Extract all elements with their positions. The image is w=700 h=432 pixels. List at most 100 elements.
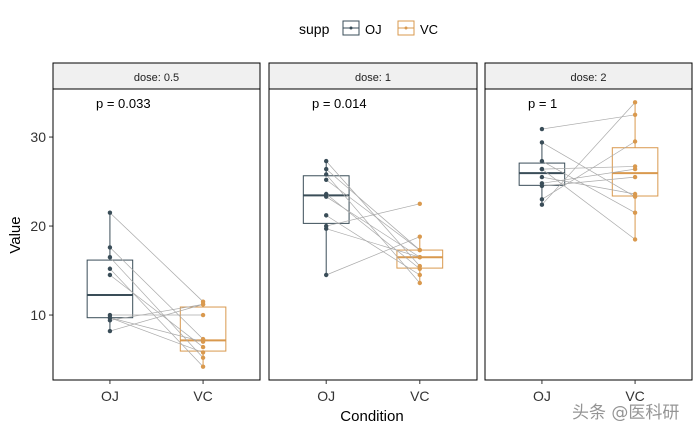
- data-point-VC: [200, 312, 206, 318]
- pair-line: [109, 317, 204, 353]
- pair-line: [109, 304, 204, 321]
- panel-border: [52, 88, 261, 381]
- pair-line: [325, 179, 421, 251]
- x-tick-label: OJ: [101, 388, 119, 404]
- p-value-label: p = 1: [528, 96, 557, 111]
- pair-line: [109, 317, 204, 343]
- data-point-OJ: [324, 166, 329, 172]
- pair-line: [109, 256, 204, 358]
- data-point-OJ: [324, 172, 329, 177]
- pair-line: [325, 160, 421, 267]
- data-point-VC: [417, 247, 422, 253]
- panel-border: [268, 88, 478, 381]
- facet-strip: [268, 62, 478, 90]
- x-tick-label: VC: [625, 388, 644, 404]
- data-point-OJ: [107, 315, 113, 320]
- x-tick-label: VC: [193, 388, 212, 404]
- pair-line: [109, 212, 204, 302]
- data-point-OJ: [324, 223, 329, 229]
- pair-line: [325, 168, 421, 251]
- data-point-VC: [200, 355, 206, 360]
- data-point-VC: [200, 350, 206, 355]
- facet-strip-label: dose: 1: [355, 72, 391, 84]
- data-point-OJ: [107, 254, 113, 260]
- pair-line: [541, 102, 636, 205]
- data-point-VC: [417, 254, 422, 260]
- x-tick-label: VC: [410, 388, 429, 404]
- y-tick-label: 10: [30, 307, 46, 323]
- facet-1: [268, 62, 478, 381]
- data-point-VC: [632, 194, 638, 199]
- data-point-VC: [632, 174, 638, 180]
- pair-line: [541, 176, 636, 195]
- legend-label-VC: VC: [420, 22, 438, 37]
- data-point-VC: [632, 210, 638, 215]
- data-point-OJ: [539, 140, 545, 145]
- data-point-VC: [417, 272, 422, 278]
- p-value-label: p = 0.033: [96, 96, 151, 111]
- pair-line: [541, 166, 636, 170]
- pair-line: [541, 114, 636, 130]
- data-point-OJ: [539, 181, 545, 186]
- facet-2: [484, 62, 693, 381]
- data-point-OJ: [539, 174, 545, 180]
- data-point-OJ: [539, 202, 545, 207]
- facet-strip: [484, 62, 693, 90]
- y-tick-label: 20: [30, 218, 46, 234]
- pair-line: [109, 247, 204, 340]
- pair-line: [326, 215, 420, 276]
- x-axis-label: Condition: [340, 408, 403, 425]
- pair-line: [541, 176, 636, 187]
- data-point-VC: [200, 364, 206, 369]
- data-point-VC: [417, 280, 422, 286]
- data-point-OJ: [539, 126, 545, 132]
- legend-title: supp: [299, 21, 330, 37]
- y-axis-label: Value: [7, 216, 24, 253]
- watermark: 头条 @医科研: [572, 403, 680, 423]
- data-point-OJ: [107, 272, 113, 278]
- data-point-VC: [200, 344, 206, 350]
- data-point-VC: [632, 164, 638, 169]
- pair-line: [109, 304, 204, 332]
- data-point-OJ: [539, 166, 545, 172]
- data-point-OJ: [324, 158, 329, 164]
- data-point-OJ: [324, 191, 329, 197]
- pair-line: [541, 160, 636, 214]
- data-point-VC: [632, 237, 638, 242]
- data-point-VC: [632, 100, 638, 105]
- data-point-OJ: [107, 266, 113, 271]
- data-point-VC: [200, 302, 206, 307]
- data-point-VC: [417, 263, 422, 269]
- x-tick-label: OJ: [317, 388, 335, 404]
- data-point-OJ: [107, 328, 113, 334]
- panel-border: [484, 88, 693, 381]
- data-point-VC: [417, 201, 422, 206]
- facet-strip-label: dose: 2: [570, 72, 606, 84]
- pair-line: [541, 168, 636, 184]
- legend-label-OJ: OJ: [365, 22, 382, 37]
- data-point-OJ: [324, 177, 329, 182]
- data-point-VC: [417, 234, 422, 239]
- legend-key-point: [404, 26, 408, 30]
- pair-line: [326, 228, 420, 258]
- data-point-OJ: [107, 245, 113, 250]
- data-point-OJ: [324, 272, 329, 278]
- pair-line: [541, 141, 636, 200]
- pair-line: [541, 142, 636, 197]
- pair-line: [109, 274, 204, 348]
- pair-line: [325, 193, 421, 270]
- facet-strip-label: dose: 0.5: [134, 72, 179, 84]
- data-point-VC: [632, 112, 638, 118]
- data-point-VC: [632, 139, 638, 144]
- data-point-OJ: [539, 197, 545, 202]
- legend-key-point: [349, 26, 353, 30]
- data-point-VC: [200, 339, 206, 344]
- data-point-OJ: [107, 210, 113, 215]
- facet-0: [52, 62, 261, 381]
- p-value-label: p = 0.014: [312, 96, 367, 111]
- data-point-OJ: [324, 213, 329, 218]
- y-tick-label: 30: [30, 129, 46, 145]
- facet-strip: [52, 62, 261, 90]
